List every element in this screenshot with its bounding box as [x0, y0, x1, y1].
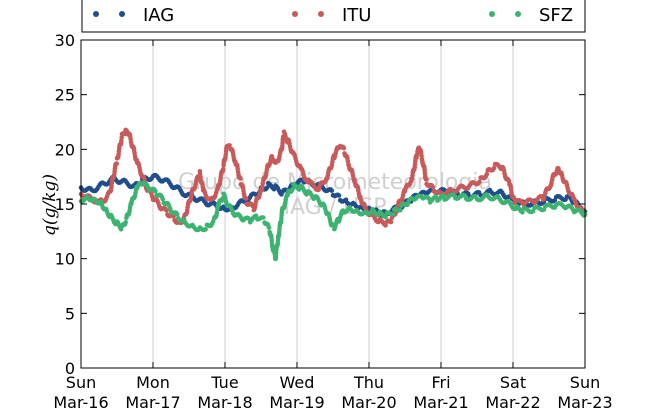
point-sfz-268: [296, 187, 302, 192]
xtick-day-3: Wed: [280, 373, 315, 392]
point-iag-191: [329, 188, 335, 193]
series-sfz: [78, 180, 588, 262]
xtick-date-1: Mar-17: [125, 393, 180, 409]
point-itu-477: [383, 223, 388, 228]
point-itu-418: [341, 145, 347, 151]
point-itu-610: [491, 165, 497, 171]
point-itu-233: [227, 143, 232, 148]
ytick-label-4: 20: [55, 140, 75, 159]
point-itu-217: [220, 166, 226, 172]
point-itu-555: [424, 177, 429, 182]
xtick-day-1: Mon: [136, 373, 170, 392]
point-itu-59: [119, 135, 124, 140]
xtick-day-5: Fri: [431, 373, 450, 392]
point-sfz-83: [153, 188, 158, 194]
legend-item-sfz: SFZ: [489, 5, 573, 26]
grid-lines: [152, 40, 514, 368]
axis-ticks: [80, 39, 586, 369]
point-itu-256: [238, 176, 243, 181]
xtick-date-4: Mar-20: [341, 393, 396, 409]
point-sfz-183: [253, 213, 259, 218]
point-sfz-353: [390, 212, 396, 217]
xtick-date-3: Mar-19: [269, 393, 324, 409]
point-itu-603: [484, 171, 490, 177]
legend-item-itu: ITU: [292, 5, 371, 26]
point-sfz-126: [203, 227, 208, 232]
point-itu-269: [243, 196, 249, 201]
point-itu-125: [164, 208, 169, 213]
point-sfz-44: [123, 220, 128, 225]
point-sfz-444: [520, 210, 525, 215]
legend-marker-iag-1: [93, 11, 99, 17]
ytick-label-1: 5: [65, 304, 75, 323]
axis-tick-labels: 051015202530SunMar-16MonMar-17TueMar-18W…: [53, 31, 612, 409]
legend-marker-sfz-1: [489, 11, 495, 17]
legend-label-iag: IAG: [143, 5, 174, 26]
point-sfz-348: [383, 214, 388, 220]
xtick-date-0: Mar-16: [53, 393, 108, 409]
point-itu-482: [388, 219, 394, 225]
xtick-day-7: Sun: [570, 373, 600, 392]
point-itu-562: [430, 184, 436, 190]
xtick-day-0: Sun: [66, 373, 96, 392]
point-sfz-105: [174, 211, 180, 217]
point-sfz-365: [405, 202, 410, 208]
ytick-label-2: 10: [55, 250, 75, 269]
xtick-date-6: Mar-22: [485, 393, 540, 409]
xtick-day-6: Sat: [500, 373, 526, 392]
legend-box: [81, 0, 586, 33]
xtick-date-2: Mar-18: [197, 393, 252, 409]
series-layer: [78, 127, 588, 262]
point-sfz-90: [160, 196, 166, 202]
legend-marker-iag-2: [119, 11, 125, 17]
point-sfz-359: [397, 207, 403, 213]
point-sfz-195: [266, 225, 272, 230]
legend-label-sfz: SFZ: [539, 5, 573, 26]
point-iag-141: [264, 185, 270, 190]
point-sfz-188: [260, 215, 266, 220]
series-itu: [78, 127, 588, 228]
point-sfz-390: [440, 193, 446, 198]
legend-marker-sfz-2: [515, 11, 521, 17]
legend: IAG ITU SFZ: [93, 5, 573, 26]
xtick-date-7: Mar-23: [557, 393, 612, 409]
legend-item-iag: IAG: [93, 5, 174, 26]
point-sfz-257: [285, 192, 291, 198]
legend-marker-itu-2: [318, 11, 324, 17]
point-itu-43: [114, 161, 119, 166]
xtick-day-4: Thu: [353, 373, 384, 392]
legend-label-itu: ITU: [342, 5, 371, 26]
ytick-label-6: 30: [55, 31, 75, 50]
point-iag-197: [336, 193, 342, 198]
ytick-label-0: 0: [65, 359, 75, 378]
xtick-day-2: Tue: [210, 373, 238, 392]
xtick-date-5: Mar-21: [413, 393, 468, 409]
ytick-label-5: 25: [55, 86, 75, 105]
legend-marker-itu-1: [292, 11, 298, 17]
point-itu-596: [477, 179, 482, 185]
point-sfz-263: [290, 186, 295, 192]
y-axis-label: q(g/kg): [40, 174, 60, 236]
ytick-label-3: 15: [55, 195, 75, 214]
